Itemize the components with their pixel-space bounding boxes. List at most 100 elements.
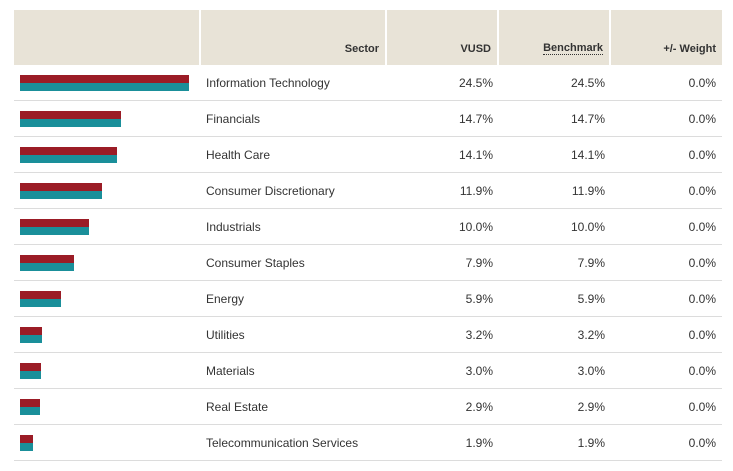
bar-chart-cell bbox=[14, 173, 201, 208]
benchmark-bar bbox=[20, 334, 42, 343]
sector-name: Materials bbox=[206, 363, 255, 378]
table-row: Energy 5.9% 5.9% 0.0% bbox=[14, 281, 722, 317]
header-weight-label: +/- Weight bbox=[663, 43, 716, 55]
table-row: Real Estate 2.9% 2.9% 0.0% bbox=[14, 389, 722, 425]
fund-weight: 14.1% bbox=[458, 147, 493, 162]
table-row: Consumer Discretionary 11.9% 11.9% 0.0% bbox=[14, 173, 722, 209]
benchmark-weight: 2.9% bbox=[577, 399, 605, 414]
table-row: Utilities 3.2% 3.2% 0.0% bbox=[14, 317, 722, 353]
fund-weight: 3.2% bbox=[465, 327, 493, 342]
benchmark-weight: 14.7% bbox=[570, 111, 605, 126]
header-weight: +/- Weight bbox=[611, 10, 722, 65]
fund-bar bbox=[20, 110, 121, 119]
fund-weight: 3.0% bbox=[465, 363, 493, 378]
sector-name: Industrials bbox=[206, 219, 261, 234]
benchmark-bar bbox=[20, 262, 74, 271]
fund-bar bbox=[20, 218, 89, 227]
benchmark-bar bbox=[20, 82, 189, 91]
weight-difference: 0.0% bbox=[688, 147, 716, 162]
fund-weight: 10.0% bbox=[458, 219, 493, 234]
table-row: Financials 14.7% 14.7% 0.0% bbox=[14, 101, 722, 137]
table-row: Materials 3.0% 3.0% 0.0% bbox=[14, 353, 722, 389]
fund-bar bbox=[20, 362, 41, 371]
header-sector-label: Sector bbox=[344, 43, 379, 55]
weight-difference: 0.0% bbox=[688, 363, 716, 378]
sector-name: Information Technology bbox=[206, 75, 330, 90]
benchmark-bar bbox=[20, 370, 41, 379]
sector-weights-table: Sector VUSD Benchmark +/- Weight Informa… bbox=[14, 10, 722, 461]
bar-chart-cell bbox=[14, 209, 201, 244]
benchmark-weight: 24.5% bbox=[570, 75, 605, 90]
benchmark-bar bbox=[20, 406, 40, 415]
header-chart-cell bbox=[14, 10, 201, 65]
header-fund: VUSD bbox=[387, 10, 499, 65]
sector-name: Financials bbox=[206, 111, 261, 126]
table-row: Health Care 14.1% 14.1% 0.0% bbox=[14, 137, 722, 173]
bar-chart-cell bbox=[14, 281, 201, 316]
bar-chart-cell bbox=[14, 245, 201, 280]
header-fund-label: VUSD bbox=[460, 43, 491, 55]
fund-bar bbox=[20, 326, 42, 335]
weight-difference: 0.0% bbox=[688, 435, 716, 450]
weight-difference: 0.0% bbox=[688, 111, 716, 126]
table-header: Sector VUSD Benchmark +/- Weight bbox=[14, 10, 722, 65]
weight-difference: 0.0% bbox=[688, 327, 716, 342]
benchmark-weight: 1.9% bbox=[577, 435, 605, 450]
fund-weight: 14.7% bbox=[458, 111, 493, 126]
benchmark-bar bbox=[20, 226, 89, 235]
benchmark-weight: 3.0% bbox=[577, 363, 605, 378]
weight-difference: 0.0% bbox=[688, 291, 716, 306]
bar-chart-cell bbox=[14, 353, 201, 388]
fund-weight: 11.9% bbox=[459, 183, 493, 198]
benchmark-bar bbox=[20, 442, 33, 451]
bar-chart-cell bbox=[14, 101, 201, 136]
weight-difference: 0.0% bbox=[688, 399, 716, 414]
table-row: Industrials 10.0% 10.0% 0.0% bbox=[14, 209, 722, 245]
fund-bar bbox=[20, 290, 61, 299]
sector-name: Health Care bbox=[206, 147, 271, 162]
fund-weight: 7.9% bbox=[465, 255, 493, 270]
table-row: Telecommunication Services 1.9% 1.9% 0.0% bbox=[14, 425, 722, 461]
weight-difference: 0.0% bbox=[688, 219, 716, 234]
benchmark-weight: 11.9% bbox=[571, 183, 605, 198]
sector-name: Consumer Discretionary bbox=[206, 183, 335, 198]
benchmark-bar bbox=[20, 190, 102, 199]
sector-name: Consumer Staples bbox=[206, 255, 305, 270]
bar-chart-cell bbox=[14, 65, 201, 100]
benchmark-bar bbox=[20, 298, 61, 307]
sector-name: Energy bbox=[206, 291, 245, 306]
bar-chart-cell bbox=[14, 317, 201, 352]
table-body: Information Technology 24.5% 24.5% 0.0% Fina… bbox=[14, 65, 722, 461]
fund-bar bbox=[20, 146, 117, 155]
bar-chart-cell bbox=[14, 425, 201, 460]
fund-bar bbox=[20, 254, 74, 263]
fund-bar bbox=[20, 398, 40, 407]
benchmark-weight: 14.1% bbox=[570, 147, 605, 162]
header-benchmark[interactable]: Benchmark bbox=[499, 10, 611, 65]
benchmark-weight: 10.0% bbox=[570, 219, 605, 234]
fund-weight: 24.5% bbox=[458, 75, 493, 90]
benchmark-bar bbox=[20, 118, 121, 127]
sector-name: Telecommunication Services bbox=[206, 435, 359, 450]
sector-name: Utilities bbox=[206, 327, 245, 342]
fund-bar bbox=[20, 182, 102, 191]
bar-chart-cell bbox=[14, 137, 201, 172]
benchmark-weight: 5.9% bbox=[577, 291, 605, 306]
table-row: Information Technology 24.5% 24.5% 0.0% bbox=[14, 65, 722, 101]
fund-weight: 5.9% bbox=[465, 291, 493, 306]
benchmark-weight: 7.9% bbox=[577, 255, 605, 270]
header-benchmark-link[interactable]: Benchmark bbox=[543, 42, 603, 55]
fund-weight: 2.9% bbox=[465, 399, 493, 414]
table-row: Consumer Staples 7.9% 7.9% 0.0% bbox=[14, 245, 722, 281]
benchmark-bar bbox=[20, 154, 117, 163]
weight-difference: 0.0% bbox=[688, 75, 716, 90]
weight-difference: 0.0% bbox=[688, 183, 716, 198]
benchmark-weight: 3.2% bbox=[577, 327, 605, 342]
fund-bar bbox=[20, 434, 33, 443]
header-sector: Sector bbox=[201, 10, 387, 65]
fund-bar bbox=[20, 74, 189, 83]
sector-name: Real Estate bbox=[206, 399, 269, 414]
weight-difference: 0.0% bbox=[688, 255, 716, 270]
fund-weight: 1.9% bbox=[465, 435, 493, 450]
bar-chart-cell bbox=[14, 389, 201, 424]
